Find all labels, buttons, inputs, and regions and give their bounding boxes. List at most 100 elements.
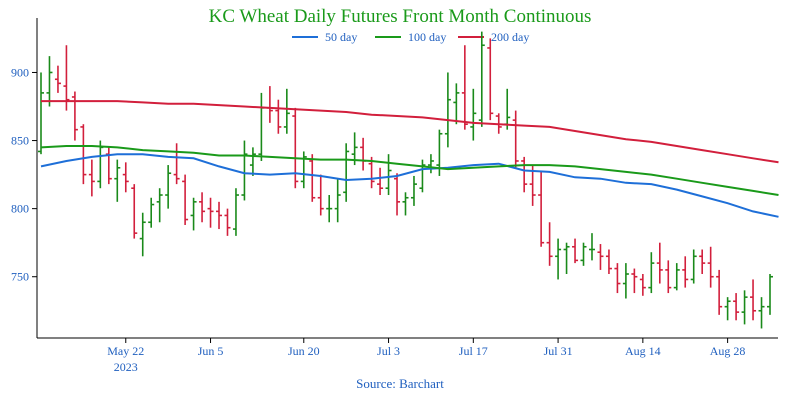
ohlc-bar: [614, 263, 621, 294]
y-tick-label: 800: [11, 202, 29, 216]
ohlc-bar: [639, 274, 646, 296]
x-tick-label: Jun 20: [288, 344, 320, 358]
ohlc-bar: [478, 31, 485, 127]
ohlc-bar: [80, 124, 87, 185]
x-tick-label: Jul 17: [459, 344, 488, 358]
ohlc-bar: [470, 88, 477, 141]
ohlc-bar: [182, 174, 189, 225]
ohlc-bar: [122, 162, 129, 193]
ohlc-bar: [114, 159, 121, 202]
ohlc-bar: [682, 256, 689, 288]
ohlc-bar: [733, 293, 740, 321]
ohlc-bar: [385, 154, 392, 196]
x-tick-sublabel: 2023: [114, 360, 138, 374]
ohlc-bar: [131, 184, 138, 239]
ohlc-bar: [648, 252, 655, 294]
legend-label: 200 day: [491, 30, 529, 44]
ohlc-bar: [605, 249, 612, 274]
ohlc-bar: [767, 274, 773, 315]
x-tick-label: Jul 31: [544, 344, 573, 358]
ohlc-bar: [334, 178, 341, 223]
ohlc-bar: [173, 143, 180, 185]
ohlc-bar: [427, 154, 434, 174]
ohlc-bar: [402, 192, 409, 216]
x-tick-label: Jul 3: [377, 344, 400, 358]
ohlc-bar: [292, 107, 299, 189]
ohlc-bar: [63, 45, 70, 111]
ohlc-bar: [419, 159, 426, 193]
ohlc-bar: [597, 244, 604, 270]
ohlc-bar: [622, 263, 629, 299]
source-label: Source: Barchart: [356, 376, 444, 391]
ohlc-bar: [716, 269, 723, 315]
ohlc-bar: [309, 154, 316, 202]
ohlc-bar: [46, 56, 53, 107]
legend-label: 100 day: [408, 30, 446, 44]
legend-item: 100 day: [375, 30, 446, 44]
ma-line-200-day: [41, 100, 779, 164]
chart-title: KC Wheat Daily Futures Front Month Conti…: [209, 6, 592, 27]
ohlc-bar: [283, 88, 290, 134]
ohlc-bar: [444, 72, 451, 148]
ohlc-bar: [555, 238, 562, 280]
ohlc-bar: [563, 242, 570, 274]
ohlc-bar: [300, 151, 307, 189]
ohlc-bar: [741, 290, 748, 325]
legend: 50 day 100 day 200 day: [292, 30, 529, 44]
ohlc-bar: [750, 279, 757, 321]
ohlc-bar: [521, 156, 528, 193]
x-tick-label: Aug 28: [710, 344, 746, 358]
y-tick-label: 750: [11, 270, 29, 284]
ohlc-bar: [317, 174, 324, 216]
ohlc-bar: [207, 197, 214, 228]
ohlc-bar: [538, 170, 545, 247]
ohlc-bar: [580, 242, 587, 266]
ohlc-bar: [105, 147, 112, 185]
ohlc-bar: [394, 173, 401, 216]
ohlc-bar: [724, 297, 731, 321]
ohlc-bar: [588, 233, 595, 261]
y-axis-ticks: 750 800 850 900: [11, 65, 37, 284]
ohlc-bar: [673, 263, 680, 291]
ohlc-bar: [487, 38, 494, 121]
ohlc-bar: [97, 140, 104, 189]
y-tick-label: 900: [11, 65, 29, 79]
ohlc-bar: [241, 140, 248, 201]
ma-line-50-day: [40, 153, 779, 218]
ma-line-100-day: [40, 145, 779, 196]
ohlc-bar: [461, 45, 468, 130]
ohlc-bar: [71, 91, 78, 141]
ohlc-bar: [266, 86, 273, 123]
ohlc-bar: [139, 212, 146, 257]
ohlc-bar: [377, 167, 384, 196]
ohlc-bar: [275, 99, 282, 134]
ohlc-bar: [631, 268, 638, 294]
ohlc-bar: [360, 137, 367, 171]
ohlc-bar: [512, 110, 519, 168]
ohlc-bar: [88, 159, 95, 197]
ohlc-bar: [216, 201, 223, 230]
ohlc-bar: [707, 246, 714, 288]
ohlc-bar: [199, 192, 206, 223]
ohlc-bar: [38, 72, 44, 155]
x-tick-label: Jun 5: [198, 344, 224, 358]
ohlc-bar: [156, 188, 163, 223]
legend-label: 50 day: [325, 30, 357, 44]
ohlc-bar: [148, 197, 155, 228]
ohlc-bar: [232, 188, 239, 236]
legend-item: 50 day: [292, 30, 357, 44]
ohlc-bar: [410, 175, 417, 206]
ohlc-bars: [38, 31, 773, 329]
ohlc-bar: [190, 197, 197, 231]
ohlc-bar: [224, 208, 231, 236]
ohlc-bar: [504, 88, 511, 130]
y-tick-label: 850: [11, 134, 29, 148]
ohlc-bar: [368, 156, 375, 189]
ohlc-bar: [343, 143, 350, 202]
ohlc-bar: [258, 92, 265, 161]
ohlc-bar: [665, 260, 672, 294]
ohlc-bar: [656, 242, 663, 284]
ohlc-bar: [165, 165, 172, 209]
ohlc-bar: [326, 195, 333, 223]
